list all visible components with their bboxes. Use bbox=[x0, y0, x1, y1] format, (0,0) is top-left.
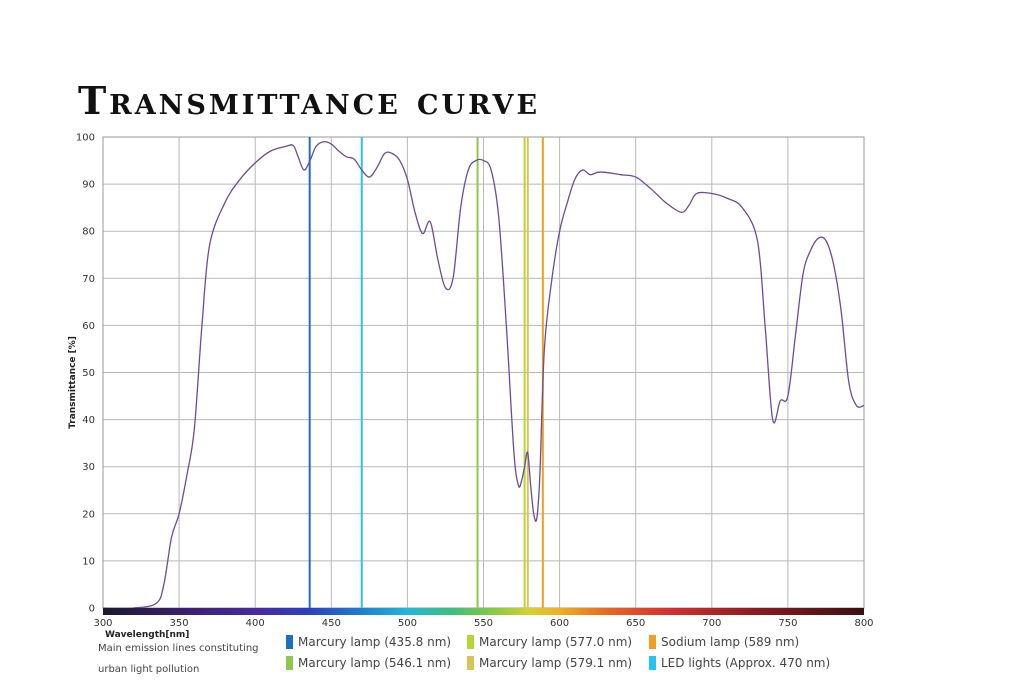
x-tick-label: 400 bbox=[246, 618, 265, 629]
emission-lines bbox=[308, 137, 544, 608]
legend-item-sodium-589: Sodium lamp (589 nm) bbox=[649, 634, 799, 650]
y-tick-label: 40 bbox=[82, 415, 95, 426]
legend-label: Marcury lamp (577.0 nm) bbox=[479, 635, 633, 649]
legend-label: LED lights (Approx. 470 nm) bbox=[661, 656, 831, 670]
x-tick-label: 650 bbox=[626, 618, 645, 629]
x-tick-label: 800 bbox=[854, 618, 873, 629]
legend-item-led-470: LED lights (Approx. 470 nm) bbox=[649, 655, 830, 671]
legend-swatch bbox=[649, 656, 656, 670]
y-tick-labels: 0 10 20 30 40 50 60 70 80 90 100 bbox=[76, 133, 95, 615]
x-tick-label: 600 bbox=[550, 618, 569, 629]
legend-item-mercury-435: Marcury lamp (435.8 nm) bbox=[286, 634, 451, 650]
x-tick-label: 550 bbox=[474, 618, 493, 629]
y-tick-label: 20 bbox=[82, 509, 95, 520]
y-tick-label: 30 bbox=[82, 462, 95, 473]
legend-swatch bbox=[286, 656, 293, 670]
legend-note: Main emission lines constituting urban l… bbox=[98, 638, 278, 680]
x-tick-label: 450 bbox=[322, 618, 341, 629]
x-axis-label: Wavelength[nm] bbox=[105, 630, 189, 640]
legend-note-line-2: urban light pollution bbox=[98, 664, 200, 675]
y-tick-label: 100 bbox=[76, 133, 95, 144]
y-tick-label: 10 bbox=[82, 556, 95, 567]
x-tick-label: 300 bbox=[93, 618, 112, 629]
legend-label: Marcury lamp (546.1 nm) bbox=[298, 656, 452, 670]
y-axis-label: Transmittance [%] bbox=[68, 336, 78, 429]
y-tick-label: 50 bbox=[82, 368, 95, 379]
grid bbox=[102, 136, 865, 609]
y-tick-label: 70 bbox=[82, 274, 95, 285]
x-tick-label: 350 bbox=[170, 618, 189, 629]
legend-item-mercury-579: Marcury lamp (579.1 nm) bbox=[467, 655, 632, 671]
legend-swatch bbox=[649, 635, 656, 649]
legend-label: Sodium lamp (589 nm) bbox=[661, 635, 800, 649]
legend-label: Marcury lamp (579.1 nm) bbox=[479, 656, 633, 670]
x-tick-label: 500 bbox=[398, 618, 417, 629]
page-title: Transmittance curve bbox=[78, 78, 541, 123]
y-tick-label: 80 bbox=[82, 227, 95, 238]
legend-item-mercury-577: Marcury lamp (577.0 nm) bbox=[467, 634, 632, 650]
y-tick-label: 0 bbox=[89, 604, 95, 615]
legend-swatch bbox=[286, 635, 293, 649]
legend-item-mercury-546: Marcury lamp (546.1 nm) bbox=[286, 655, 451, 671]
legend-swatch bbox=[467, 656, 474, 670]
y-tick-label: 60 bbox=[82, 321, 95, 332]
x-tick-label: 750 bbox=[778, 618, 797, 629]
x-tick-labels: 300 350 400 450 500 550 600 650 700 750 800 bbox=[93, 618, 873, 629]
x-tick-label: 700 bbox=[702, 618, 721, 629]
legend-swatch bbox=[467, 635, 474, 649]
legend-label: Marcury lamp (435.8 nm) bbox=[298, 635, 452, 649]
transmittance-curve bbox=[102, 140, 865, 609]
spectrum-bar bbox=[103, 608, 864, 615]
y-tick-label: 90 bbox=[82, 180, 95, 191]
legend-note-line-1: Main emission lines constituting bbox=[98, 643, 259, 654]
